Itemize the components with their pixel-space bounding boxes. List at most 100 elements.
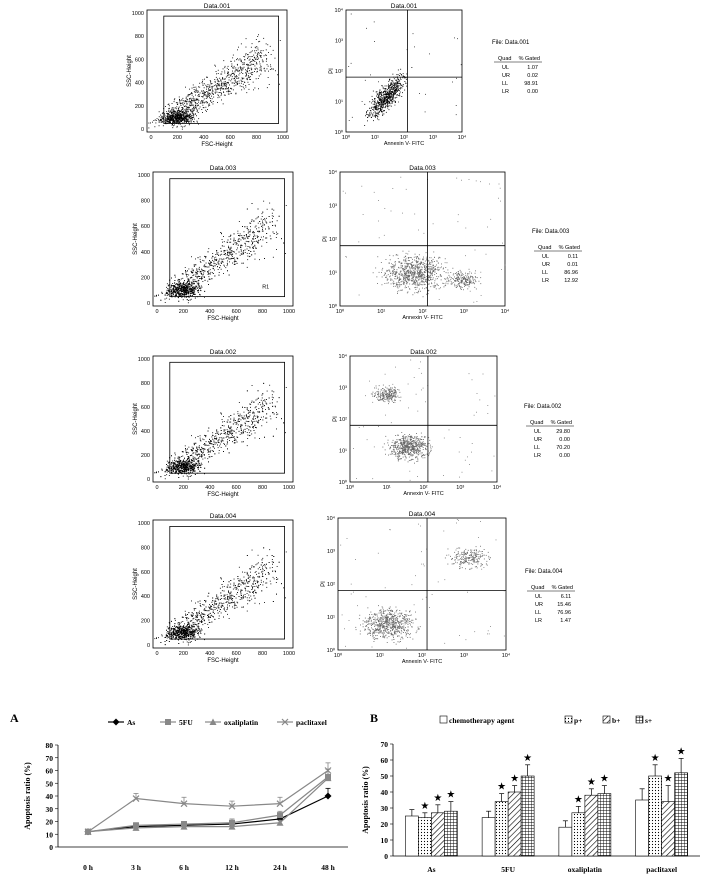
pi-point [380,102,382,103]
pi-point [463,281,465,283]
pi-point [415,260,417,262]
scatter-point [182,111,184,113]
scatter-point [239,70,241,72]
pi-point [394,271,396,273]
scatter-point [198,266,200,268]
pi-point [389,271,391,273]
scatter-point [185,293,187,295]
pi-point [431,274,433,275]
scatter-point [192,290,194,292]
scatter-point [233,67,234,69]
pi-point [379,108,380,110]
scatter-point [245,85,247,86]
scatter-point [223,94,225,96]
pi-point [428,259,430,261]
scatter-point [181,120,183,122]
scatter-point [276,231,277,233]
scatter-point [199,294,201,296]
scatter-point [170,295,172,297]
pi-point [399,93,401,95]
scatter-point [185,86,186,88]
pi-point [425,280,427,282]
scatter-point [225,81,226,83]
scatter-point [245,38,247,40]
scatter-point [178,106,180,108]
scatter-point [192,282,194,284]
pi-point [391,99,392,101]
scatter-point [216,83,218,85]
pi-point [381,104,383,106]
scatter-point [216,91,218,93]
pi-point [396,90,398,91]
scatter-point [234,260,236,262]
pi-point [414,274,415,276]
pi-point [379,91,380,93]
scatter-point [215,84,217,86]
scatter-point [195,107,197,109]
pi-point [414,253,416,255]
scatter-point [193,292,195,294]
scatter-point [180,117,182,119]
scatter-point [211,102,213,103]
scatter-point [168,288,170,290]
pi-point [405,257,407,259]
scatter-point [262,50,264,52]
pi-point [399,91,401,93]
scatter-point [285,253,286,254]
pi-point [424,288,426,290]
scatter-point [166,120,168,122]
scatter-point [156,294,157,296]
pi-point [416,262,418,264]
pi-point [395,276,396,277]
scatter-point [186,299,188,301]
scatter-point [179,288,181,290]
scatter-point [247,79,248,81]
scatter-point [166,115,168,117]
scatter-point [268,70,269,72]
pi-point [376,108,378,110]
pi-point [453,278,454,280]
pi-point [404,77,406,79]
scatter-point [237,49,238,51]
pi-point [399,286,401,288]
scatter-point [181,99,183,101]
pi-point [476,277,478,279]
pi-point [417,282,419,284]
scatter-point [174,112,176,113]
pi-point [375,107,377,109]
pi-point [402,274,404,276]
scatter-point [160,114,161,116]
scatter-point [178,297,179,299]
scatter-point [194,113,196,115]
table-header-gated: % Gated [559,245,580,251]
pi-point [428,289,430,291]
scatter-point [164,294,166,296]
scatter-point [182,285,184,287]
scatter-point [165,294,167,296]
pi-point [419,269,421,271]
scatter-point [186,282,188,284]
pi-point [394,266,396,268]
scatter-point [236,63,238,65]
scatter-point [229,261,230,263]
pi-point [381,272,382,273]
scatter-point [182,290,184,292]
scatter-point [224,94,226,96]
scatter-point [199,293,200,295]
pi-point [392,88,394,90]
pi-point [390,210,392,212]
pi-point [460,272,462,274]
scatter-point [262,229,263,230]
pi-point [432,264,434,266]
scatter-point [199,260,201,262]
pi-point [379,89,381,91]
pi-point [399,274,401,276]
pi-point [414,266,416,268]
pi-point [405,272,407,274]
pi-point [410,257,412,259]
scatter-point [216,263,217,265]
scatter-point [267,226,269,228]
pi-point [430,267,432,269]
pi-point [465,278,467,280]
pi-point [390,279,392,281]
